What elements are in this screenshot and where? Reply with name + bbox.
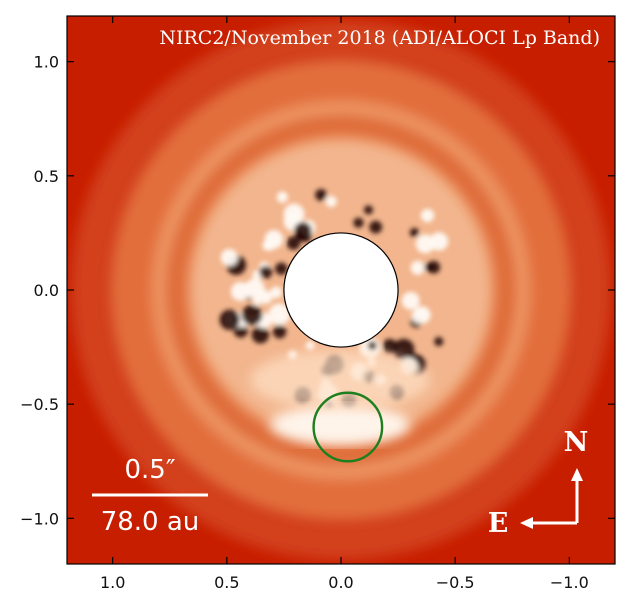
- compass: N E: [488, 427, 589, 539]
- x-tick-label: 0.0: [328, 573, 353, 592]
- scale-bar-physical-label: 78.0 au: [101, 507, 200, 537]
- y-tick-label: −1.0: [20, 509, 59, 528]
- east-arrow-head: [520, 517, 533, 529]
- scale-bar-angular-label: 0.5″: [124, 455, 175, 485]
- coronagraph-mask: [283, 232, 399, 348]
- y-tick-label: 1.0: [34, 53, 59, 72]
- candidate-marker-circle: [312, 391, 384, 463]
- north-arrow-head: [571, 468, 583, 481]
- compass-north-label: N: [564, 427, 589, 458]
- y-tick-label: 0.0: [34, 281, 59, 300]
- x-tick-label: 0.5: [214, 573, 239, 592]
- axis-ticks: 1.0 0.5 0.0 −0.5 −1.0 1.0 0.5 0.0 −0.5 −1.0: [20, 16, 615, 592]
- compass-east-label: E: [488, 508, 509, 539]
- x-tick-label: −0.5: [436, 573, 475, 592]
- x-tick-label: −1.0: [550, 573, 589, 592]
- x-tick-label: 1.0: [100, 573, 125, 592]
- y-tick-label: 0.5: [34, 167, 59, 186]
- figure-title: NIRC2/November 2018 (ADI/ALOCI Lp Band): [159, 27, 600, 49]
- y-tick-label: −0.5: [20, 395, 59, 414]
